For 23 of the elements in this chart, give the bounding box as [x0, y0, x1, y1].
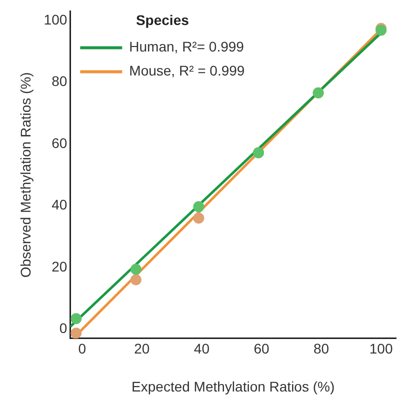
- y-tick-label: 20: [52, 258, 68, 274]
- point: [193, 201, 204, 212]
- x-tick-label: 40: [194, 340, 210, 357]
- point: [193, 212, 204, 224]
- y-tick-label: 80: [52, 73, 68, 90]
- x-tick-label: 60: [254, 340, 270, 357]
- legend-label: Human, R²= 0.999: [129, 38, 244, 55]
- point: [70, 328, 82, 338]
- x-tick-label: 0: [78, 340, 86, 357]
- x-tick-label: 80: [313, 340, 330, 357]
- x-axis-title: Expected Methylation Ratios (%): [132, 378, 335, 394]
- point: [130, 264, 142, 275]
- point: [130, 274, 142, 286]
- y-tick-label: 60: [52, 134, 68, 151]
- y-axis-title: Observed Methylation Ratios (%): [17, 72, 34, 278]
- y-tick-label: 100: [44, 12, 68, 28]
- x-tick-label: 100: [369, 340, 393, 357]
- x-tick-label: 20: [134, 340, 150, 357]
- y-tick-label: 40: [52, 196, 68, 213]
- y-tick-label: 0: [59, 320, 68, 336]
- legend-title: Species: [136, 12, 190, 28]
- point: [70, 313, 82, 324]
- legend-label: Mouse, R² = 0.999: [129, 62, 245, 79]
